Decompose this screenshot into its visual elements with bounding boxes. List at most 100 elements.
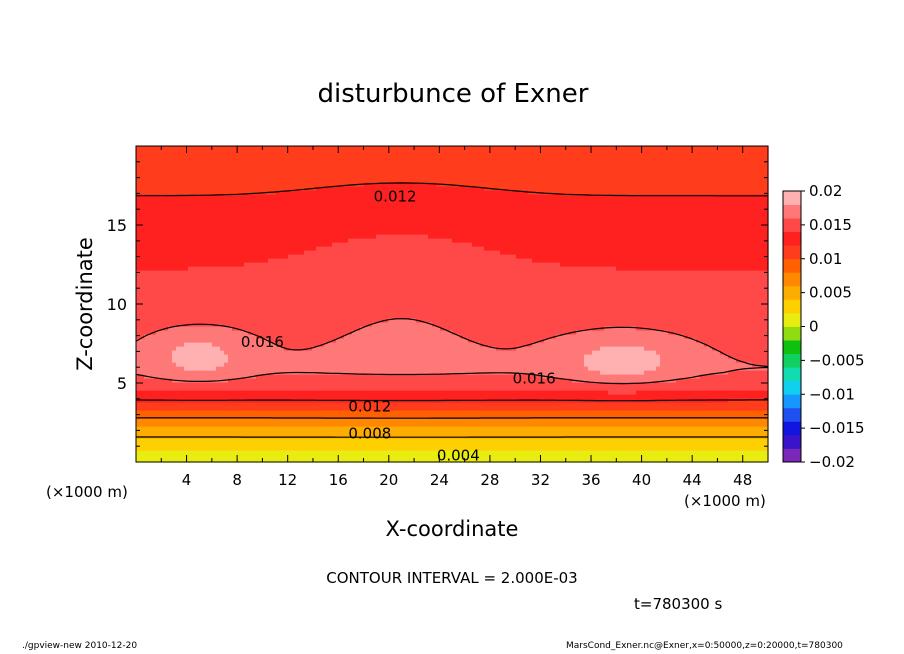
field-cell <box>164 386 169 391</box>
field-cell <box>248 170 253 175</box>
field-cell <box>372 286 377 291</box>
field-cell <box>260 206 265 211</box>
field-cell <box>140 362 145 367</box>
field-cell <box>336 306 341 311</box>
field-cell <box>220 298 225 303</box>
field-cell <box>264 390 269 395</box>
field-cell <box>360 198 365 203</box>
field-cell <box>388 382 393 387</box>
field-cell <box>332 450 337 455</box>
field-cell <box>156 222 161 227</box>
field-cell <box>332 334 337 339</box>
field-cell <box>368 234 373 239</box>
field-cell <box>188 202 193 207</box>
field-cell <box>240 378 245 383</box>
field-cell <box>196 290 201 295</box>
field-cell <box>204 390 209 395</box>
field-cell <box>372 178 377 183</box>
field-cell <box>172 458 177 463</box>
field-cell <box>164 442 169 447</box>
field-cell <box>176 354 181 359</box>
field-cell <box>336 318 341 323</box>
field-cell <box>256 290 261 295</box>
field-cell <box>324 210 329 215</box>
field-cell <box>308 290 313 295</box>
field-cell <box>296 298 301 303</box>
field-cell <box>152 214 157 219</box>
field-cell <box>364 170 369 175</box>
field-cell <box>312 266 317 271</box>
field-cell <box>188 206 193 211</box>
field-cell <box>244 190 249 195</box>
field-cell <box>152 310 157 315</box>
field-cell <box>172 418 177 423</box>
field-cell <box>136 166 141 171</box>
field-cell <box>316 222 321 227</box>
field-cell <box>304 342 309 347</box>
field-cell <box>332 298 337 303</box>
field-cell <box>272 322 277 327</box>
field-cell <box>280 446 285 451</box>
field-cell <box>152 446 157 451</box>
field-cell <box>140 162 145 167</box>
field-cell <box>252 306 257 311</box>
field-cell <box>372 206 377 211</box>
field-cell <box>252 274 257 279</box>
field-cell <box>344 342 349 347</box>
field-cell <box>232 210 237 215</box>
field-cell <box>156 298 161 303</box>
field-cell <box>280 342 285 347</box>
field-cell <box>364 362 369 367</box>
field-cell <box>376 154 381 159</box>
field-cell <box>304 298 309 303</box>
field-cell <box>260 322 265 327</box>
field-cell <box>176 230 181 235</box>
field-cell <box>268 210 273 215</box>
field-cell <box>368 254 373 259</box>
field-cell <box>176 314 181 319</box>
field-cell <box>268 434 273 439</box>
field-cell <box>348 334 353 339</box>
field-cell <box>244 342 249 347</box>
field-cell <box>340 154 345 159</box>
field-cell <box>256 390 261 395</box>
field-cell <box>200 414 205 419</box>
field-cell <box>220 238 225 243</box>
field-cell <box>208 230 213 235</box>
field-cell <box>308 422 313 427</box>
field-cell <box>208 246 213 251</box>
field-cell <box>260 434 265 439</box>
field-cell <box>216 258 221 263</box>
field-cell <box>268 390 273 395</box>
field-cell <box>372 186 377 191</box>
field-cell <box>208 306 213 311</box>
field-cell <box>340 214 345 219</box>
field-cell <box>352 394 357 399</box>
field-cell <box>136 146 141 151</box>
field-cell <box>172 370 177 375</box>
field-cell <box>212 410 217 415</box>
field-cell <box>268 234 273 239</box>
field-cell <box>348 274 353 279</box>
field-cell <box>256 306 261 311</box>
field-cell <box>336 394 341 399</box>
field-cell <box>272 442 277 447</box>
field-cell <box>172 362 177 367</box>
field-cell <box>364 226 369 231</box>
field-cell <box>336 222 341 227</box>
field-cell <box>372 302 377 307</box>
field-cell <box>160 182 165 187</box>
field-cell <box>288 174 293 179</box>
field-cell <box>212 282 217 287</box>
field-cell <box>164 162 169 167</box>
field-cell <box>184 334 189 339</box>
field-cell <box>224 366 229 371</box>
field-cell <box>348 210 353 215</box>
field-cell <box>248 162 253 167</box>
field-cell <box>208 178 213 183</box>
field-cell <box>224 202 229 207</box>
field-cell <box>376 178 381 183</box>
field-cell <box>172 394 177 399</box>
field-cell <box>152 322 157 327</box>
field-cell <box>140 290 145 295</box>
